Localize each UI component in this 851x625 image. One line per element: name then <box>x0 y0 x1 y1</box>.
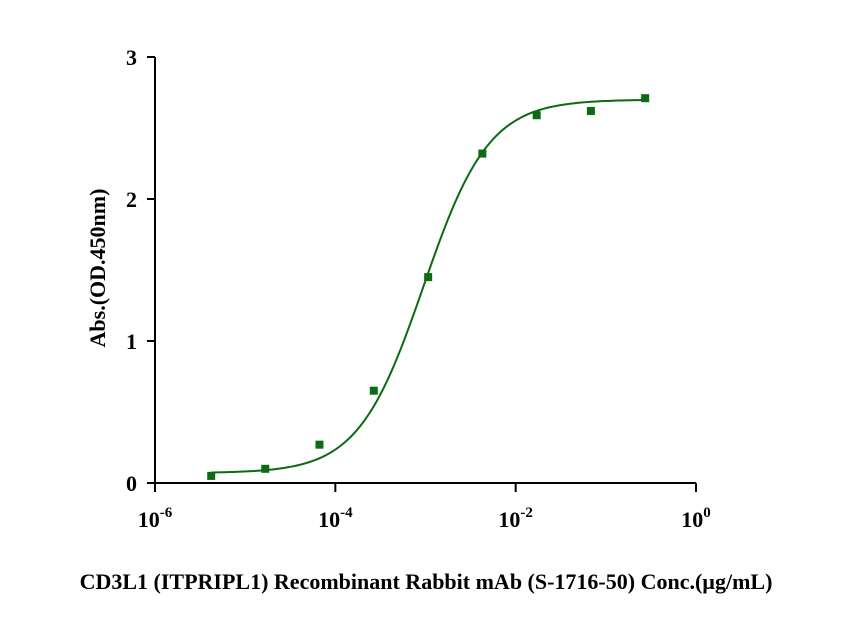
x-tick-exponent: -4 <box>340 505 353 521</box>
data-point <box>641 94 650 103</box>
fit-curve <box>211 99 646 474</box>
y-tick-label: 1 <box>126 329 137 354</box>
x-tick-label: 10-2 <box>498 505 533 532</box>
y-tick-label: 3 <box>126 45 137 70</box>
data-point <box>478 149 487 158</box>
data-point <box>261 464 270 473</box>
y-axis-label: Abs.(OD.450nm) <box>85 189 110 348</box>
x-tick-base: 10 <box>681 507 703 532</box>
data-point <box>207 471 216 480</box>
x-tick-label: 10-6 <box>138 505 173 532</box>
x-tick-label: 10-4 <box>318 505 353 532</box>
x-axis-label: CD3L1 (ITPRIPL1) Recombinant Rabbit mAb … <box>80 569 773 594</box>
x-tick-label: 100 <box>681 505 711 532</box>
x-tick-exponent: 0 <box>703 505 711 521</box>
x-tick-base: 10 <box>318 507 340 532</box>
y-tick-label: 0 <box>126 471 137 496</box>
x-ticks: 10-6 10-4 10-2 100 <box>138 483 711 532</box>
x-tick-base: 10 <box>138 507 160 532</box>
data-point <box>424 273 433 282</box>
x-tick-base: 10 <box>498 507 520 532</box>
plot-area <box>207 94 650 480</box>
x-tick-exponent: -6 <box>160 505 173 521</box>
data-point <box>532 111 541 120</box>
data-point <box>315 440 324 449</box>
y-tick-label: 2 <box>126 187 137 212</box>
data-points <box>207 94 650 480</box>
y-ticks: 0 1 2 3 <box>126 45 155 496</box>
data-point <box>369 386 378 395</box>
x-tick-exponent: -2 <box>520 505 533 521</box>
data-point <box>586 106 595 115</box>
